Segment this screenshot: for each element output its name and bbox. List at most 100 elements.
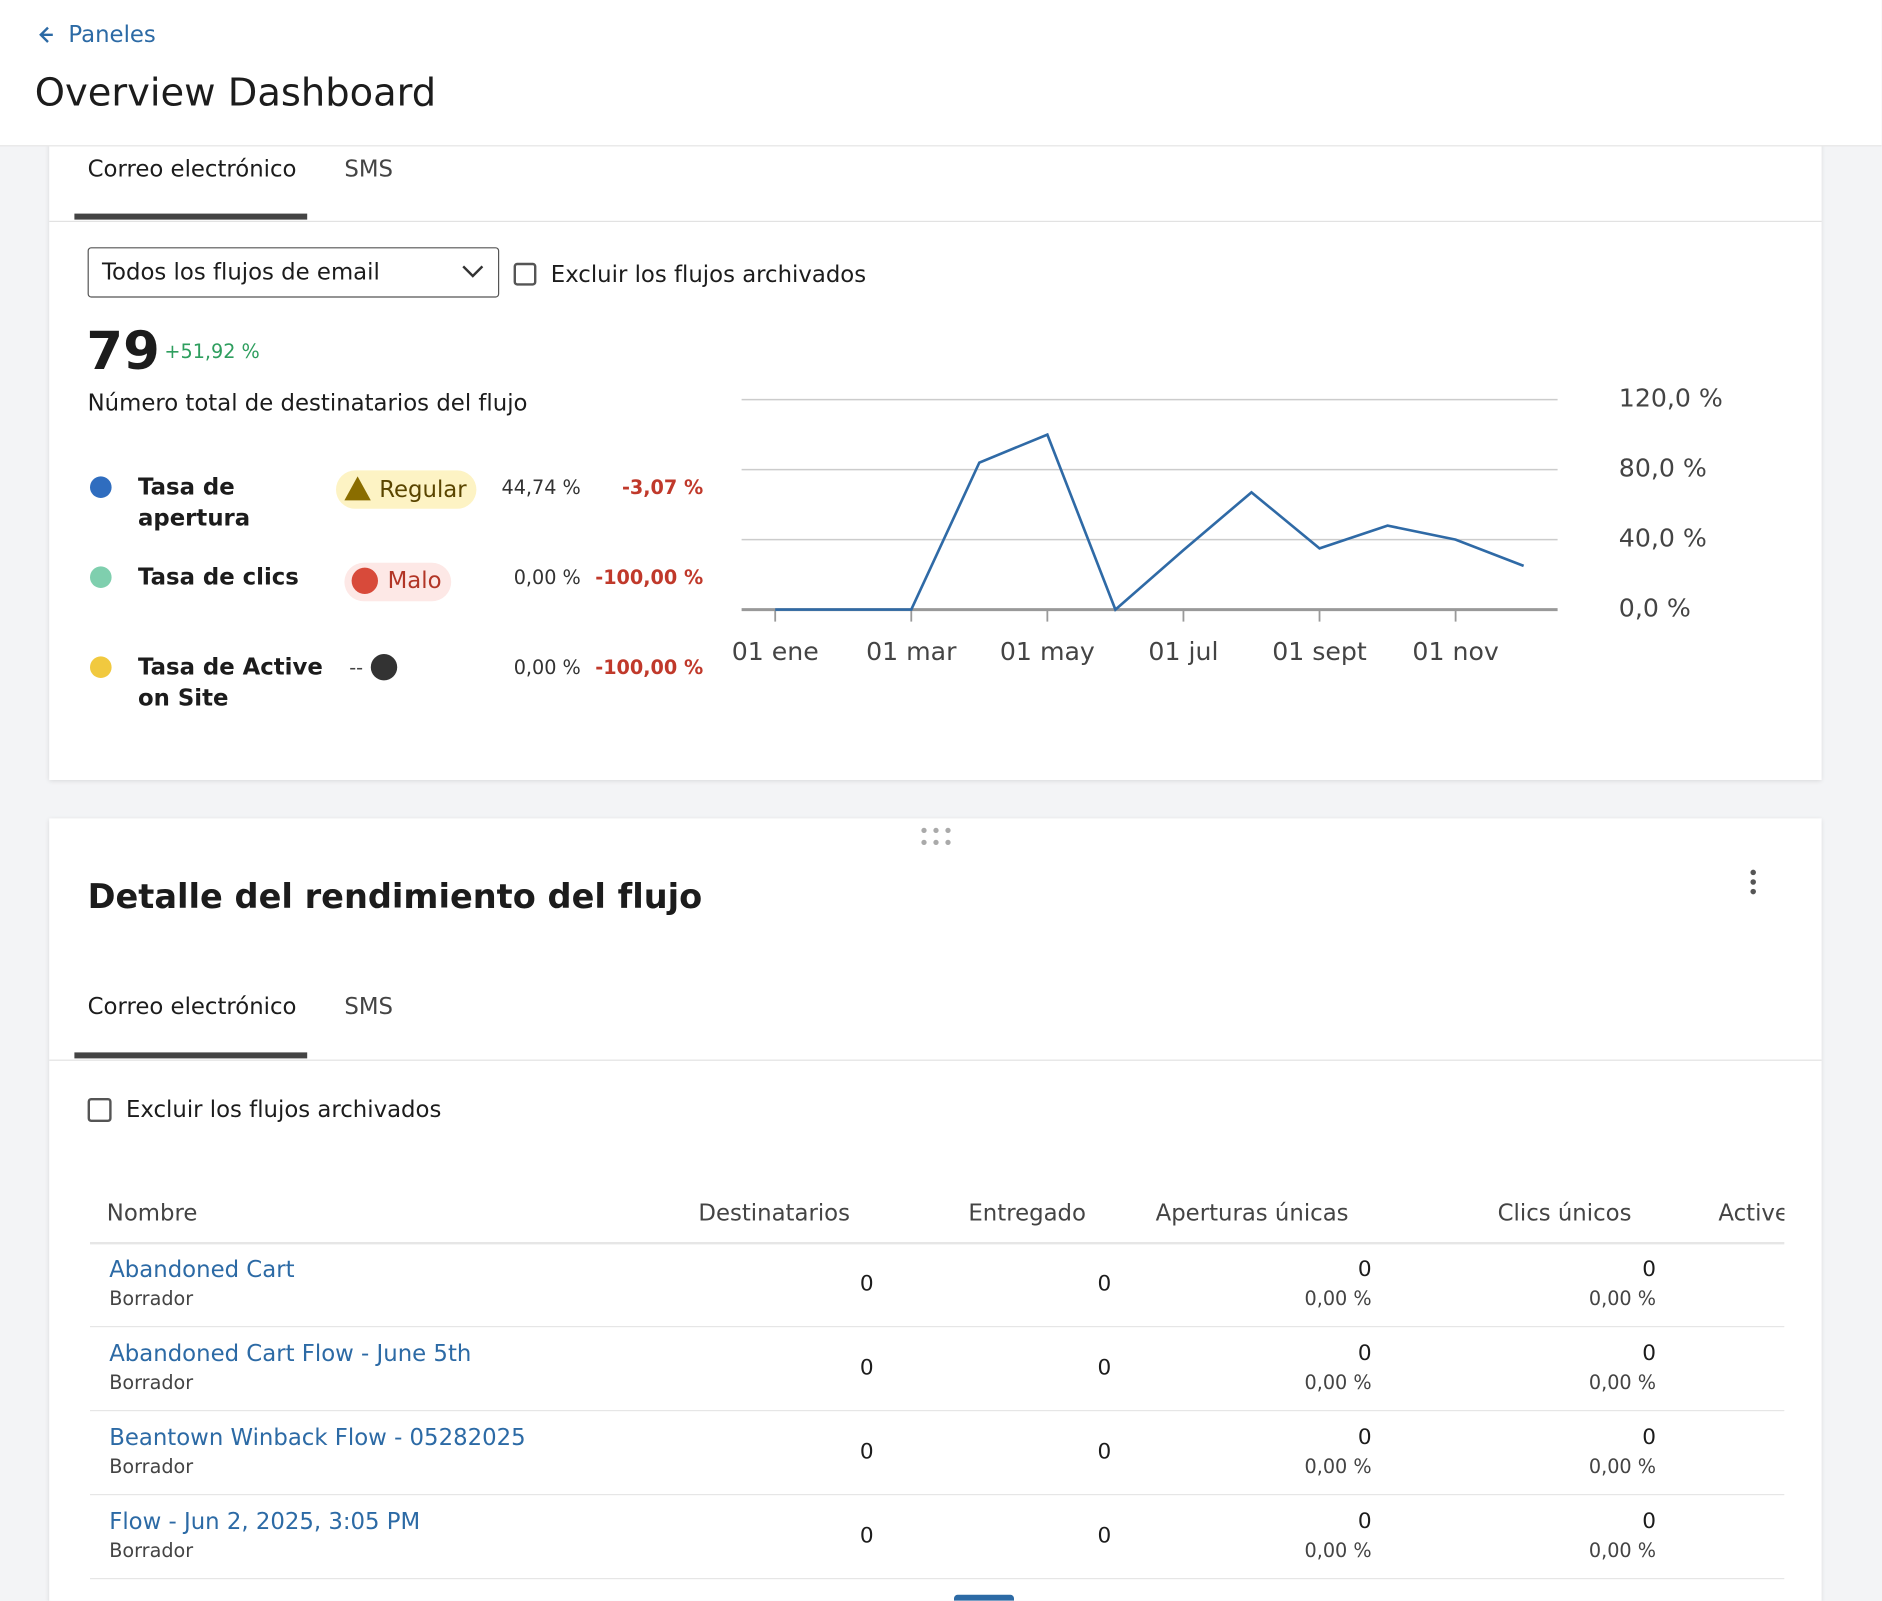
- checkbox[interactable]: [513, 262, 537, 286]
- x-tick-label: 01 sept: [1272, 637, 1367, 666]
- flow-name-link[interactable]: Abandoned Cart: [109, 1256, 295, 1283]
- row-border: [90, 1410, 1785, 1412]
- metric-name: Tasa de apertura: [138, 474, 251, 532]
- unique-opens-rate: 0,00 %: [1304, 1455, 1372, 1478]
- unique-opens-rate: 0,00 %: [1304, 1287, 1372, 1310]
- checkbox-label[interactable]: Excluir los flujos archivados: [126, 1096, 442, 1124]
- badge-label: Malo: [387, 567, 442, 594]
- legend-dot: [90, 656, 112, 678]
- drag-dot: [933, 839, 939, 846]
- unique-clicks-rate: 0,00 %: [1588, 1539, 1657, 1562]
- active-tab-indicator: [74, 213, 308, 220]
- x-tick-label: 01 nov: [1412, 637, 1498, 666]
- checkbox[interactable]: [87, 1098, 112, 1122]
- column-header: Destinatarios: [698, 1200, 851, 1227]
- metric-name: Tasa de clics: [138, 564, 299, 591]
- help-icon[interactable]: [370, 654, 398, 681]
- table-header-border: [90, 1242, 1785, 1245]
- unique-opens-rate: 0,00 %: [1304, 1539, 1372, 1562]
- select-chevron[interactable]: [462, 265, 484, 278]
- tab[interactable]: SMS: [344, 993, 394, 1021]
- recipients: 0: [859, 1439, 874, 1465]
- recipients: 0: [859, 1523, 874, 1549]
- metric-value: 44,74 %: [501, 475, 581, 499]
- pagination-indicator[interactable]: [954, 1594, 1014, 1601]
- kebab-dot[interactable]: [1750, 888, 1756, 895]
- metric-change: -100,00 %: [595, 655, 704, 679]
- kebab-dot[interactable]: [1750, 869, 1756, 876]
- kebab-dot[interactable]: [1750, 879, 1756, 885]
- active-tab-indicator: [74, 1052, 308, 1059]
- row-border: [90, 1494, 1785, 1496]
- unique-clicks: 0: [1642, 1425, 1657, 1451]
- drag-dot: [921, 827, 927, 834]
- select-value[interactable]: Todos los flujos de email: [102, 259, 380, 286]
- total-label: Número total de destinatarios del flujo: [87, 390, 528, 417]
- recipients: 0: [859, 1271, 874, 1297]
- error-icon: [351, 567, 378, 594]
- detail-panel: [49, 818, 1822, 1601]
- delivered: 0: [1097, 1271, 1112, 1297]
- flow-status: Borrador: [109, 1539, 194, 1562]
- tab[interactable]: SMS: [344, 156, 394, 183]
- x-tick-label: 01 ene: [732, 637, 819, 666]
- flow-name-link[interactable]: Abandoned Cart Flow - June 5th: [109, 1340, 472, 1367]
- column-header: Clics únicos: [1497, 1200, 1632, 1227]
- column-header: Aperturas únicas: [1155, 1200, 1349, 1227]
- back-link[interactable]: Paneles: [68, 21, 156, 48]
- drag-dot: [921, 839, 927, 846]
- table: Nombre Destinatarios Entregado Aperturas ún…: [90, 1188, 1785, 1601]
- tab-border: [49, 1059, 1822, 1061]
- flow-name-link[interactable]: Beantown Winback Flow - 05282025: [109, 1424, 526, 1451]
- warning-icon: [344, 476, 371, 501]
- unique-clicks-rate: 0,00 %: [1588, 1287, 1657, 1310]
- back-arrow-icon[interactable]: [39, 26, 53, 43]
- tab-border: [49, 220, 1822, 223]
- recipients: 0: [859, 1355, 874, 1381]
- delivered: 0: [1097, 1439, 1112, 1465]
- drag-dot: [945, 827, 951, 834]
- flow-status: Borrador: [109, 1455, 194, 1478]
- metric-name: Tasa de Active on Site: [138, 654, 323, 712]
- row-border: [90, 1326, 1785, 1328]
- legend-dot: [90, 476, 112, 499]
- drag-dot: [945, 839, 951, 846]
- delivered: 0: [1097, 1355, 1112, 1381]
- tab[interactable]: Correo electrónico: [87, 156, 297, 183]
- unique-opens: 0: [1357, 1257, 1372, 1283]
- flow-status: Borrador: [109, 1287, 194, 1310]
- unique-clicks: 0: [1642, 1341, 1657, 1367]
- select[interactable]: [87, 247, 500, 298]
- section-title: Detalle del rendimiento del flujo: [87, 876, 703, 917]
- page-header: [0, 0, 1882, 147]
- line-series: [775, 432, 1525, 612]
- unique-clicks-rate: 0,00 %: [1588, 1455, 1657, 1478]
- metric-change: -100,00 %: [595, 565, 704, 589]
- row-border: [90, 1578, 1785, 1580]
- y-tick-label: 120,0 %: [1619, 384, 1723, 413]
- flow-name-link[interactable]: Flow - Jun 2, 2025, 3:05 PM: [109, 1508, 421, 1535]
- legend-dot: [90, 566, 112, 588]
- badge-label: --: [349, 655, 364, 679]
- column-header: Entregado: [968, 1200, 1086, 1227]
- unique-clicks-rate: 0,00 %: [1588, 1371, 1657, 1394]
- x-tick-label: 01 jul: [1148, 637, 1218, 666]
- total-value: 79: [86, 321, 160, 383]
- column-header: Nombre: [106, 1200, 198, 1227]
- y-tick-label: 40,0 %: [1619, 524, 1707, 553]
- metric-change: -3,07 %: [621, 475, 704, 499]
- y-tick-label: 80,0 %: [1619, 454, 1707, 483]
- page-title: Overview Dashboard: [34, 69, 437, 116]
- metric-value: 0,00 %: [513, 565, 581, 589]
- unique-opens: 0: [1357, 1341, 1372, 1367]
- unique-clicks: 0: [1642, 1257, 1657, 1283]
- unique-opens-rate: 0,00 %: [1304, 1371, 1372, 1394]
- tab[interactable]: Correo electrónico: [87, 993, 297, 1021]
- delivered: 0: [1097, 1523, 1112, 1549]
- x-tick-label: 01 may: [1000, 637, 1095, 666]
- checkbox-label[interactable]: Excluir los flujos archivados: [550, 261, 867, 288]
